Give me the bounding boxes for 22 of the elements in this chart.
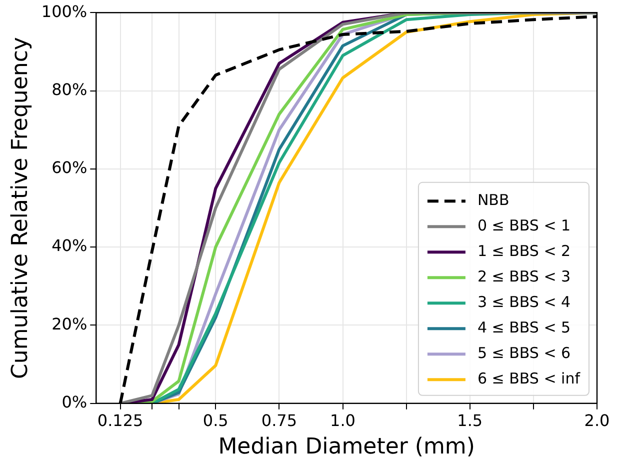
legend-label: 0 ≤ BBS < 1 <box>477 216 571 235</box>
y-tick-label: 100% <box>41 2 88 21</box>
legend-label: NBB <box>477 191 510 210</box>
x-tick-label: 1.5 <box>457 411 483 430</box>
y-tick-label: 60% <box>52 158 88 178</box>
x-tick-label: 0.125 <box>97 411 144 430</box>
x-tick-label: 2.0 <box>584 411 610 430</box>
legend-label: 5 ≤ BBS < 6 <box>477 344 571 362</box>
legend-label: 3 ≤ BBS < 4 <box>477 293 571 312</box>
legend-label: 6 ≤ BBS < inf <box>477 370 581 388</box>
y-tick-label: 40% <box>52 236 88 256</box>
x-tick-label: 0.75 <box>261 411 298 430</box>
y-tick-label: 20% <box>52 314 88 334</box>
legend-label: 4 ≤ BBS < 5 <box>477 318 571 337</box>
y-tick-label: 80% <box>52 80 88 99</box>
x-tick-label: 0.5 <box>202 411 228 430</box>
y-tick-label: 0% <box>62 392 88 412</box>
y-axis-title: Cumulative Relative Frequency <box>8 37 33 379</box>
x-tick-label: 1.0 <box>330 411 356 430</box>
x-axis-title: Median Diameter (mm) <box>218 434 475 460</box>
legend-label: 2 ≤ BBS < 3 <box>477 268 571 286</box>
legend-label: 1 ≤ BBS < 2 <box>477 242 571 260</box>
